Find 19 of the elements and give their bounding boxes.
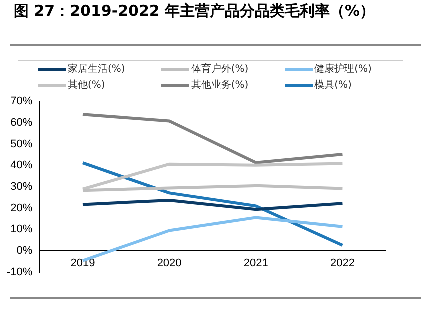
- y-tick-label: 10%: [10, 224, 33, 236]
- legend-label: 其他(%): [68, 78, 106, 92]
- legend-label: 模具(%): [314, 78, 352, 92]
- x-tick-label: 2020: [157, 258, 182, 270]
- y-tick-label: 70%: [10, 96, 33, 108]
- x-tick-label: 2021: [244, 258, 268, 270]
- x-tick-label: 2022: [330, 258, 355, 270]
- y-tick-label: -10%: [6, 266, 33, 278]
- y-tick-label: 60%: [10, 116, 33, 129]
- y-tick-label: 30%: [10, 181, 33, 194]
- legend-label: 体育户外(%): [191, 62, 249, 76]
- legend-label: 健康护理(%): [314, 62, 372, 76]
- chart-title: 图 27：2019-2022 年主营产品分品类毛利率（%）: [14, 2, 376, 21]
- y-tick-label: 50%: [10, 138, 33, 150]
- y-tick-label: 20%: [10, 202, 33, 214]
- legend-label: 家居生活(%): [68, 62, 126, 76]
- y-tick-label: 0%: [16, 245, 33, 258]
- y-tick-label: 40%: [10, 160, 33, 172]
- legend-label: 其他业务(%): [191, 78, 249, 92]
